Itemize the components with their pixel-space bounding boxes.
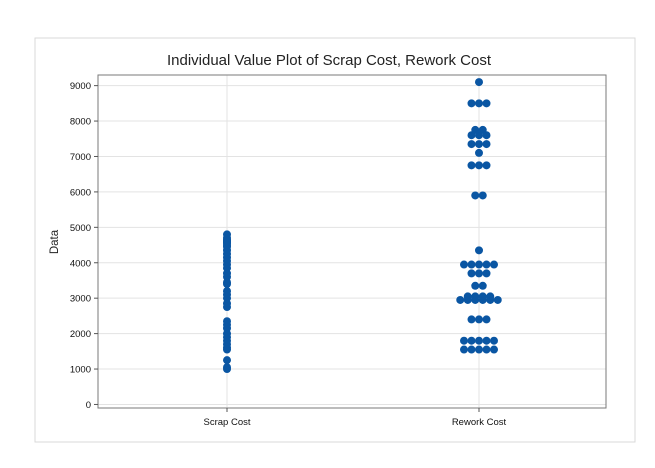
data-point-rework-cost <box>493 295 502 304</box>
data-point-rework-cost <box>482 269 491 278</box>
data-point-rework-cost <box>490 345 498 354</box>
y-tick-label: 5000 <box>70 223 91 234</box>
data-point-rework-cost <box>467 315 476 324</box>
data-point-rework-cost <box>467 345 476 354</box>
data-point-rework-cost <box>467 99 476 108</box>
x-category-label: Rework Cost <box>452 417 507 428</box>
data-point-rework-cost <box>467 260 476 269</box>
data-point-rework-cost <box>467 161 476 170</box>
data-point-rework-cost <box>475 260 483 269</box>
data-point-rework-cost <box>471 191 480 200</box>
data-point-scrap-cost <box>223 317 231 326</box>
y-axis: 0 1000 2000 3000 4000 5000 6000 7000 8000 9000 <box>70 81 98 411</box>
data-point-rework-cost <box>486 292 495 301</box>
y-tick-label: 8000 <box>70 117 91 128</box>
data-point-rework-cost <box>463 292 472 301</box>
data-point-rework-cost <box>475 148 483 157</box>
data-point-scrap-cost <box>223 287 231 296</box>
y-tick-label: 6000 <box>70 187 91 198</box>
data-point-rework-cost <box>475 99 483 108</box>
data-point-rework-cost <box>460 345 468 354</box>
data-point-rework-cost <box>460 260 468 269</box>
data-point-scrap-cost <box>223 363 231 372</box>
data-point-rework-cost <box>475 336 483 345</box>
data-point-rework-cost <box>467 269 476 278</box>
data-point-rework-cost <box>475 345 483 354</box>
y-tick-label: 0 <box>86 400 91 411</box>
data-point-rework-cost <box>467 336 476 345</box>
data-point-rework-cost <box>475 140 483 149</box>
data-point-rework-cost <box>475 246 483 255</box>
data-point-rework-cost <box>467 140 476 149</box>
data-point-rework-cost <box>482 336 491 345</box>
data-point-rework-cost <box>490 336 498 345</box>
data-point-rework-cost <box>475 78 483 87</box>
chart-title: Individual Value Plot of Scrap Cost, Rew… <box>167 52 492 69</box>
data-point-rework-cost <box>490 260 498 269</box>
data-point-rework-cost <box>478 125 487 134</box>
data-point-rework-cost <box>460 336 468 345</box>
plot-area-border <box>97 74 607 409</box>
data-point-rework-cost <box>478 191 487 200</box>
data-point-rework-cost <box>456 295 465 304</box>
data-point-rework-cost <box>475 161 483 170</box>
x-axis: Scrap Cost Rework Cost <box>204 408 507 428</box>
data-point-rework-cost <box>478 281 487 290</box>
data-point-rework-cost <box>482 260 491 269</box>
y-axis-label: Data <box>49 229 61 254</box>
x-category-label: Scrap Cost <box>204 417 251 428</box>
y-tick-label: 3000 <box>70 294 91 305</box>
data-point-scrap-cost <box>223 230 231 239</box>
data-point-rework-cost <box>471 281 480 290</box>
data-points <box>223 78 502 374</box>
y-tick-label: 9000 <box>70 81 91 92</box>
y-tick-label: 2000 <box>70 329 91 340</box>
data-point-rework-cost <box>471 292 480 301</box>
data-point-rework-cost <box>475 269 483 278</box>
data-point-rework-cost <box>471 125 480 134</box>
y-tick-label: 7000 <box>70 152 91 163</box>
data-point-rework-cost <box>482 99 491 108</box>
data-point-scrap-cost <box>223 356 231 365</box>
data-point-rework-cost <box>478 292 487 301</box>
y-tick-label: 4000 <box>70 258 91 269</box>
data-point-rework-cost <box>475 315 483 324</box>
data-point-rework-cost <box>482 161 491 170</box>
y-tick-label: 1000 <box>70 365 91 376</box>
figure-frame <box>34 37 636 443</box>
data-point-rework-cost <box>482 315 491 324</box>
data-point-rework-cost <box>482 345 491 354</box>
data-point-rework-cost <box>482 140 491 149</box>
